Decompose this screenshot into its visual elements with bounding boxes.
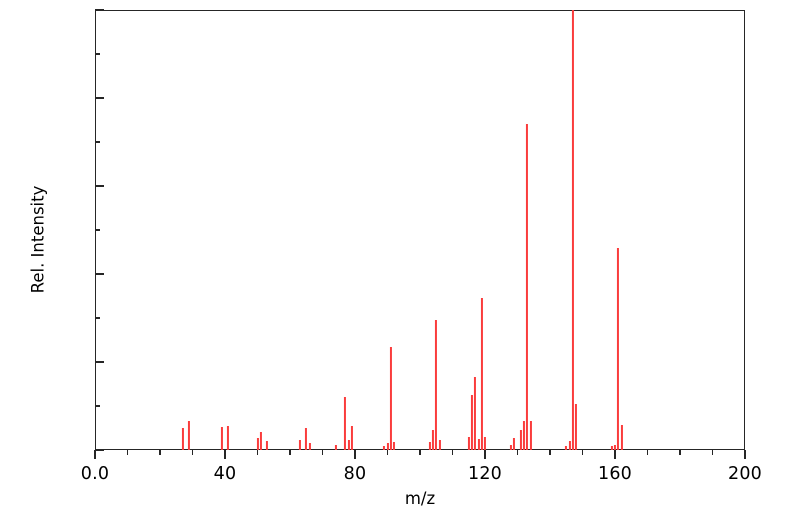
y-axis-title: Rel. Intensity [28,185,48,294]
x-tick-minor [386,450,389,455]
spectrum-peak [435,320,438,450]
spectrum-peak [571,10,574,450]
x-tick-minor [581,450,584,455]
spectrum-peak [305,428,308,450]
spectrum-peak [470,395,474,450]
x-tick-minor [549,450,551,455]
spectrum-peak [308,442,311,450]
spectrum-peak [617,247,620,450]
spectrum-peak [188,421,191,450]
x-tick-minor [321,450,324,455]
spectrum-peak [483,436,487,450]
x-tick-label: 160 [597,464,632,484]
y-tick-minor [95,405,100,407]
spectrum-peak [383,445,386,450]
y-tick-major [95,273,104,275]
spectrum-peak [259,431,262,450]
x-tick-label: 0.0 [80,464,110,484]
spectrum-peak [529,421,532,450]
x-tick-minor [126,450,129,455]
x-tick-minor [191,450,194,455]
spectrum-plot-area [95,10,745,450]
x-tick-minor [516,450,519,455]
spectrum-peak [509,444,513,450]
spectrum-peak [344,397,347,450]
y-tick-major [95,9,104,11]
y-tick-minor [95,141,100,143]
y-tick-minor [95,53,100,55]
x-tick-minor [256,450,259,455]
x-tick-minor [419,450,421,455]
spectrum-peak [568,441,571,450]
spectrum-peak [334,444,337,450]
y-tick-major [95,185,104,187]
spectrum-peak [431,430,435,450]
x-tick-minor [679,450,681,455]
spectrum-peak [386,442,389,450]
x-tick-major [744,450,746,459]
spectrum-peak [522,421,526,450]
x-tick-label: 80 [343,464,367,484]
y-tick-major [95,449,104,451]
x-tick-label: 40 [213,464,237,484]
x-tick-major [614,450,616,459]
y-tick-minor [95,229,100,231]
spectrum-peak [613,444,617,450]
spectrum-peak [474,377,477,450]
spectrum-peak [477,439,480,450]
spectrum-peak [610,446,613,450]
spectrum-peak [513,437,516,450]
y-tick-major [95,361,104,363]
x-tick-minor [711,450,714,455]
spectrum-peak [526,124,529,450]
spectrum-peak [519,429,522,450]
y-tick-minor [95,317,100,319]
spectrum-peak [438,439,441,450]
spectrum-peak [574,403,578,450]
x-tick-major [224,450,226,459]
spectrum-peak [227,425,230,450]
spectrum-peak [220,427,223,450]
y-tick-major [95,97,104,99]
x-tick-minor [289,450,291,455]
x-tick-major [94,450,96,459]
x-tick-minor [159,450,161,455]
spectrum-peak [428,442,431,450]
x-tick-major [484,450,486,459]
spectrum-peak [467,436,470,450]
spectrum-peak [256,437,259,450]
x-tick-minor [451,450,454,455]
spectrum-peak [565,445,568,450]
spectrum-peak [480,298,483,450]
x-tick-major [354,450,356,459]
spectrum-peak [620,425,623,450]
spectrum-peak [350,425,353,450]
spectrum-peak [389,346,392,450]
spectrum-peak [347,439,350,450]
spectrum-peak [266,441,269,450]
x-tick-label: 120 [467,464,502,484]
x-axis-title: m/z [404,489,436,508]
spectrum-peak [298,439,301,450]
x-tick-label: 200 [727,464,762,484]
x-tick-minor [646,450,649,455]
plot-frame [95,10,745,450]
spectrum-peak [392,441,396,450]
spectrum-peak [181,428,184,450]
